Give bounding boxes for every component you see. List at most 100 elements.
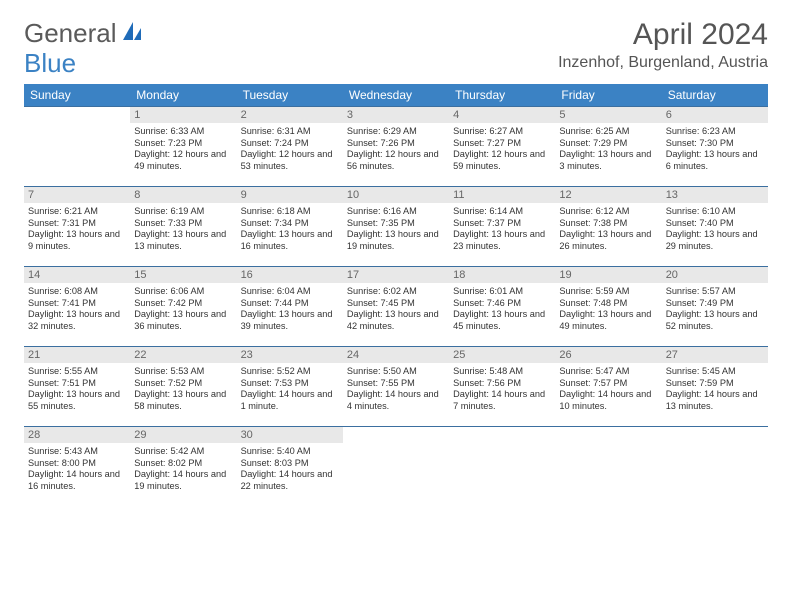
- day-number: 28: [24, 427, 130, 443]
- day-details: Sunrise: 6:29 AMSunset: 7:26 PMDaylight:…: [343, 123, 449, 176]
- calendar-body: ..1Sunrise: 6:33 AMSunset: 7:23 PMDaylig…: [24, 107, 768, 507]
- calendar-day-cell: 6Sunrise: 6:23 AMSunset: 7:30 PMDaylight…: [662, 107, 768, 187]
- day-details: Sunrise: 6:08 AMSunset: 7:41 PMDaylight:…: [24, 283, 130, 336]
- day-number: 27: [662, 347, 768, 363]
- day-number: 7: [24, 187, 130, 203]
- day-details: Sunrise: 6:16 AMSunset: 7:35 PMDaylight:…: [343, 203, 449, 256]
- calendar-day-cell: 10Sunrise: 6:16 AMSunset: 7:35 PMDayligh…: [343, 187, 449, 267]
- day-number: 29: [130, 427, 236, 443]
- calendar-day-cell: 25Sunrise: 5:48 AMSunset: 7:56 PMDayligh…: [449, 347, 555, 427]
- calendar-day-cell: 29Sunrise: 5:42 AMSunset: 8:02 PMDayligh…: [130, 427, 236, 507]
- day-details: Sunrise: 5:45 AMSunset: 7:59 PMDaylight:…: [662, 363, 768, 416]
- brand-sail-icon: [121, 20, 143, 47]
- day-number: 21: [24, 347, 130, 363]
- weekday-header: Friday: [555, 84, 661, 107]
- calendar-day-cell: 9Sunrise: 6:18 AMSunset: 7:34 PMDaylight…: [237, 187, 343, 267]
- brand-text-general: General: [24, 18, 117, 49]
- calendar-week-row: ..1Sunrise: 6:33 AMSunset: 7:23 PMDaylig…: [24, 107, 768, 187]
- calendar-day-cell: 15Sunrise: 6:06 AMSunset: 7:42 PMDayligh…: [130, 267, 236, 347]
- day-details: Sunrise: 6:12 AMSunset: 7:38 PMDaylight:…: [555, 203, 661, 256]
- calendar-day-cell: ..: [449, 427, 555, 507]
- calendar-day-cell: 17Sunrise: 6:02 AMSunset: 7:45 PMDayligh…: [343, 267, 449, 347]
- calendar-day-cell: 2Sunrise: 6:31 AMSunset: 7:24 PMDaylight…: [237, 107, 343, 187]
- calendar-day-cell: ..: [555, 427, 661, 507]
- day-number: 5: [555, 107, 661, 123]
- day-details: Sunrise: 6:21 AMSunset: 7:31 PMDaylight:…: [24, 203, 130, 256]
- calendar-day-cell: ..: [662, 427, 768, 507]
- day-details: Sunrise: 6:19 AMSunset: 7:33 PMDaylight:…: [130, 203, 236, 256]
- day-number: 2: [237, 107, 343, 123]
- day-details: Sunrise: 6:06 AMSunset: 7:42 PMDaylight:…: [130, 283, 236, 336]
- day-number: 9: [237, 187, 343, 203]
- calendar-week-row: 14Sunrise: 6:08 AMSunset: 7:41 PMDayligh…: [24, 267, 768, 347]
- day-number: 14: [24, 267, 130, 283]
- calendar-day-cell: 11Sunrise: 6:14 AMSunset: 7:37 PMDayligh…: [449, 187, 555, 267]
- day-number: 4: [449, 107, 555, 123]
- day-details: Sunrise: 5:43 AMSunset: 8:00 PMDaylight:…: [24, 443, 130, 496]
- day-details: Sunrise: 5:47 AMSunset: 7:57 PMDaylight:…: [555, 363, 661, 416]
- day-details: Sunrise: 6:01 AMSunset: 7:46 PMDaylight:…: [449, 283, 555, 336]
- calendar-day-cell: 16Sunrise: 6:04 AMSunset: 7:44 PMDayligh…: [237, 267, 343, 347]
- calendar-day-cell: 23Sunrise: 5:52 AMSunset: 7:53 PMDayligh…: [237, 347, 343, 427]
- title-block: April 2024 Inzenhof, Burgenland, Austria: [558, 18, 768, 72]
- calendar-day-cell: 27Sunrise: 5:45 AMSunset: 7:59 PMDayligh…: [662, 347, 768, 427]
- day-details: Sunrise: 6:04 AMSunset: 7:44 PMDaylight:…: [237, 283, 343, 336]
- day-details: Sunrise: 6:27 AMSunset: 7:27 PMDaylight:…: [449, 123, 555, 176]
- month-title: April 2024: [558, 18, 768, 52]
- calendar-day-cell: 28Sunrise: 5:43 AMSunset: 8:00 PMDayligh…: [24, 427, 130, 507]
- weekday-header: Sunday: [24, 84, 130, 107]
- calendar-day-cell: 20Sunrise: 5:57 AMSunset: 7:49 PMDayligh…: [662, 267, 768, 347]
- day-number: 16: [237, 267, 343, 283]
- calendar-day-cell: 24Sunrise: 5:50 AMSunset: 7:55 PMDayligh…: [343, 347, 449, 427]
- day-details: Sunrise: 5:57 AMSunset: 7:49 PMDaylight:…: [662, 283, 768, 336]
- calendar-day-cell: 5Sunrise: 6:25 AMSunset: 7:29 PMDaylight…: [555, 107, 661, 187]
- day-details: Sunrise: 6:10 AMSunset: 7:40 PMDaylight:…: [662, 203, 768, 256]
- calendar-day-cell: 7Sunrise: 6:21 AMSunset: 7:31 PMDaylight…: [24, 187, 130, 267]
- day-number: 17: [343, 267, 449, 283]
- day-details: Sunrise: 5:42 AMSunset: 8:02 PMDaylight:…: [130, 443, 236, 496]
- weekday-header: Wednesday: [343, 84, 449, 107]
- calendar-day-cell: 4Sunrise: 6:27 AMSunset: 7:27 PMDaylight…: [449, 107, 555, 187]
- day-number: 12: [555, 187, 661, 203]
- brand-logo: General: [24, 18, 145, 49]
- day-number: 26: [555, 347, 661, 363]
- calendar-day-cell: 30Sunrise: 5:40 AMSunset: 8:03 PMDayligh…: [237, 427, 343, 507]
- calendar-week-row: 28Sunrise: 5:43 AMSunset: 8:00 PMDayligh…: [24, 427, 768, 507]
- day-details: Sunrise: 5:50 AMSunset: 7:55 PMDaylight:…: [343, 363, 449, 416]
- day-number: 8: [130, 187, 236, 203]
- location-text: Inzenhof, Burgenland, Austria: [558, 54, 768, 72]
- weekday-header: Thursday: [449, 84, 555, 107]
- calendar-day-cell: 12Sunrise: 6:12 AMSunset: 7:38 PMDayligh…: [555, 187, 661, 267]
- weekday-header: Tuesday: [237, 84, 343, 107]
- calendar-day-cell: 26Sunrise: 5:47 AMSunset: 7:57 PMDayligh…: [555, 347, 661, 427]
- day-details: Sunrise: 5:48 AMSunset: 7:56 PMDaylight:…: [449, 363, 555, 416]
- calendar-day-cell: 8Sunrise: 6:19 AMSunset: 7:33 PMDaylight…: [130, 187, 236, 267]
- day-number: 24: [343, 347, 449, 363]
- day-details: Sunrise: 5:55 AMSunset: 7:51 PMDaylight:…: [24, 363, 130, 416]
- weekday-header: Monday: [130, 84, 236, 107]
- day-details: Sunrise: 6:23 AMSunset: 7:30 PMDaylight:…: [662, 123, 768, 176]
- calendar-day-cell: ..: [24, 107, 130, 187]
- day-number: 11: [449, 187, 555, 203]
- day-details: Sunrise: 6:14 AMSunset: 7:37 PMDaylight:…: [449, 203, 555, 256]
- calendar-day-cell: ..: [343, 427, 449, 507]
- day-details: Sunrise: 6:02 AMSunset: 7:45 PMDaylight:…: [343, 283, 449, 336]
- calendar-day-cell: 18Sunrise: 6:01 AMSunset: 7:46 PMDayligh…: [449, 267, 555, 347]
- day-details: Sunrise: 5:52 AMSunset: 7:53 PMDaylight:…: [237, 363, 343, 416]
- calendar-week-row: 21Sunrise: 5:55 AMSunset: 7:51 PMDayligh…: [24, 347, 768, 427]
- day-details: Sunrise: 5:59 AMSunset: 7:48 PMDaylight:…: [555, 283, 661, 336]
- calendar-day-cell: 21Sunrise: 5:55 AMSunset: 7:51 PMDayligh…: [24, 347, 130, 427]
- brand-text-blue: Blue: [24, 48, 76, 79]
- calendar-day-cell: 1Sunrise: 6:33 AMSunset: 7:23 PMDaylight…: [130, 107, 236, 187]
- day-number: 25: [449, 347, 555, 363]
- day-number: 10: [343, 187, 449, 203]
- day-number: 23: [237, 347, 343, 363]
- calendar-table: Sunday Monday Tuesday Wednesday Thursday…: [24, 84, 768, 507]
- calendar-week-row: 7Sunrise: 6:21 AMSunset: 7:31 PMDaylight…: [24, 187, 768, 267]
- day-number: 6: [662, 107, 768, 123]
- day-number: 15: [130, 267, 236, 283]
- weekday-header-row: Sunday Monday Tuesday Wednesday Thursday…: [24, 84, 768, 107]
- day-details: Sunrise: 5:53 AMSunset: 7:52 PMDaylight:…: [130, 363, 236, 416]
- day-number: 30: [237, 427, 343, 443]
- day-number: 13: [662, 187, 768, 203]
